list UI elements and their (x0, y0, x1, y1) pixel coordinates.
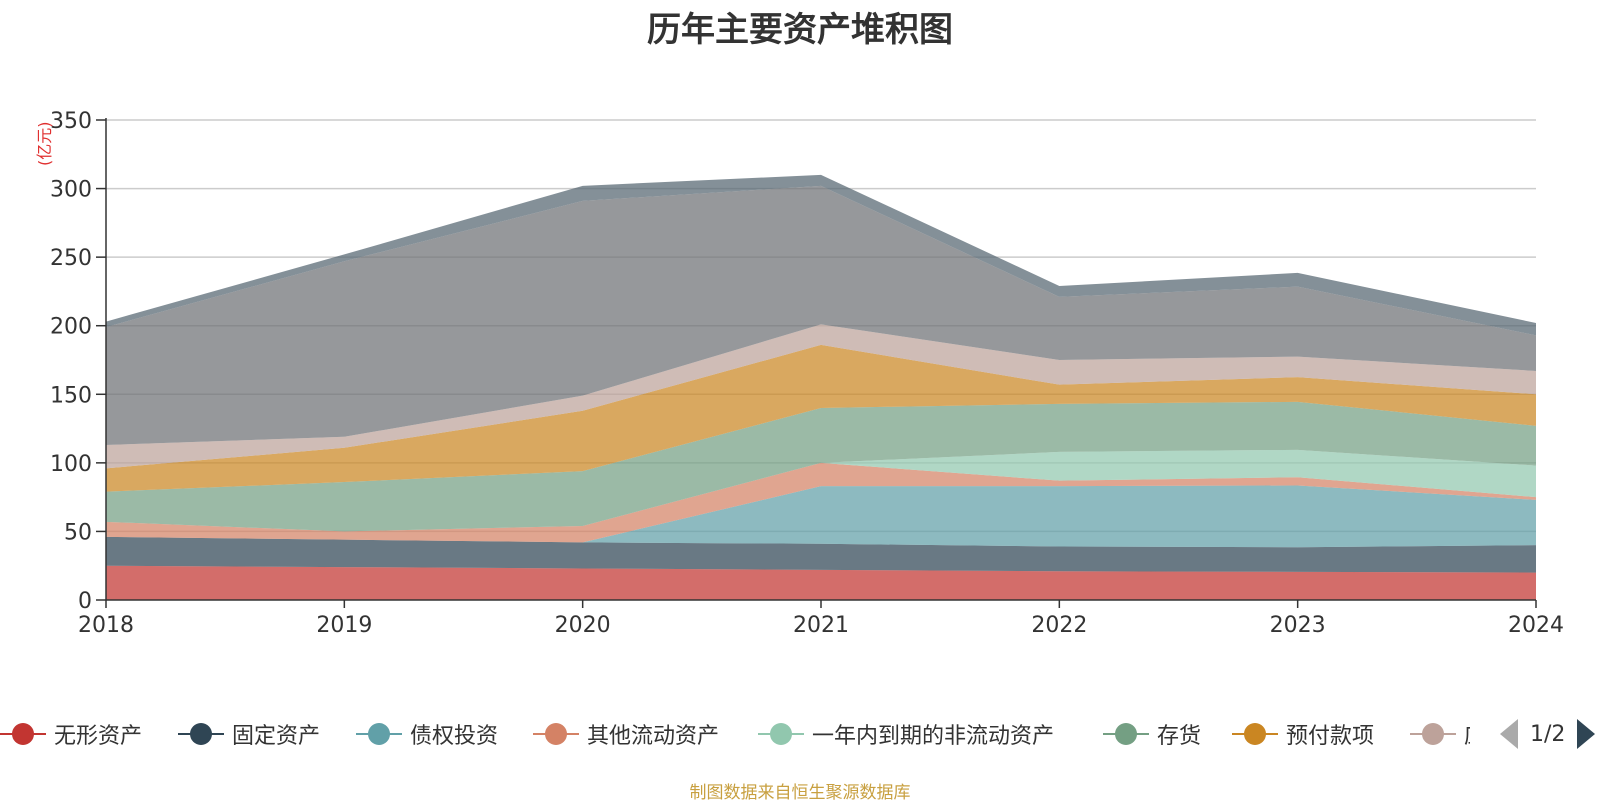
legend-prev-page-icon[interactable] (1500, 719, 1518, 749)
area-series-2[interactable] (106, 536, 1536, 573)
y-tick-label: 0 (78, 589, 92, 614)
legend-label: 其他流动资产 (587, 724, 720, 749)
legend-page-indicator: 1/2 (1530, 721, 1566, 747)
area-series-5[interactable] (106, 449, 1536, 532)
legend-marker-icon (533, 722, 579, 746)
legend-marker-icon (0, 722, 46, 746)
x-tick-label: 2024 (1508, 613, 1564, 638)
legend-item[interactable]: 固定资产 (178, 712, 320, 756)
area-layer (106, 174, 1536, 600)
legend-item[interactable]: 债权投资 (356, 712, 498, 756)
legend: 无形资产 固定资产 债权投资 其他流动资产 一年内到期的非流动资产 存货 预付款项 应收账款 (0, 712, 1470, 756)
chart-title: 历年主要资产堆积图 (647, 10, 953, 50)
y-tick-label: 250 (50, 246, 92, 271)
legend-label: 存货 (1157, 724, 1202, 749)
x-tick-label: 2020 (555, 613, 611, 638)
legend-pager: 1/2 (1500, 716, 1596, 752)
area-series-4[interactable] (106, 462, 1536, 543)
area-series-3[interactable] (106, 485, 1536, 548)
x-tick-label: 2021 (793, 613, 849, 638)
y-tick-label: 300 (50, 178, 92, 203)
legend-marker-icon (356, 722, 402, 746)
area-series-9[interactable] (106, 185, 1536, 446)
legend-label: 预付款项 (1286, 724, 1375, 749)
legend-item[interactable]: 其他流动资产 (533, 712, 719, 756)
legend-label: 一年内到期的非流动资产 (812, 724, 1055, 749)
legend-label: 无形资产 (54, 724, 143, 749)
area-series-1[interactable] (106, 565, 1536, 600)
x-tick-label: 2019 (316, 613, 372, 638)
legend-item[interactable]: 应收账款 (1410, 712, 1470, 756)
legend-item[interactable]: 一年内到期的非流动资产 (758, 712, 1054, 756)
y-tick-label: 350 (50, 109, 92, 134)
y-tick-label: 50 (64, 520, 92, 545)
legend-marker-icon (1232, 722, 1278, 746)
area-series-6[interactable] (106, 401, 1536, 532)
y-tick-label: 100 (50, 452, 92, 477)
legend-item[interactable]: 预付款项 (1232, 712, 1374, 756)
legend-marker-icon (1410, 722, 1456, 746)
legend-item[interactable]: 存货 (1103, 712, 1201, 756)
legend-next-page-icon[interactable] (1577, 719, 1596, 749)
y-tick-label: 150 (50, 383, 92, 408)
x-tick-label: 2023 (1270, 613, 1326, 638)
y-tick-label: 200 (50, 315, 92, 340)
area-series-8[interactable] (106, 324, 1536, 469)
x-tick-label: 2022 (1031, 613, 1087, 638)
y-axis-unit-label: (亿元) (35, 122, 54, 167)
legend-item[interactable]: 无形资产 (0, 712, 142, 756)
legend-label: 固定资产 (232, 724, 321, 749)
legend-label: 应收账款 (1464, 718, 1470, 750)
legend-marker-icon (758, 722, 804, 746)
area-series-7[interactable] (106, 344, 1536, 492)
axis-layer: 0 50 100 150 200 250 300 350 2018 2019 2020 2021 202… (50, 109, 1564, 638)
legend-marker-icon (1103, 722, 1149, 746)
x-tick-label: 2018 (78, 613, 134, 638)
legend-label: 债权投资 (410, 724, 499, 749)
source-note: 制图数据来自恒生聚源数据库 (689, 783, 911, 803)
legend-marker-icon (178, 722, 224, 746)
